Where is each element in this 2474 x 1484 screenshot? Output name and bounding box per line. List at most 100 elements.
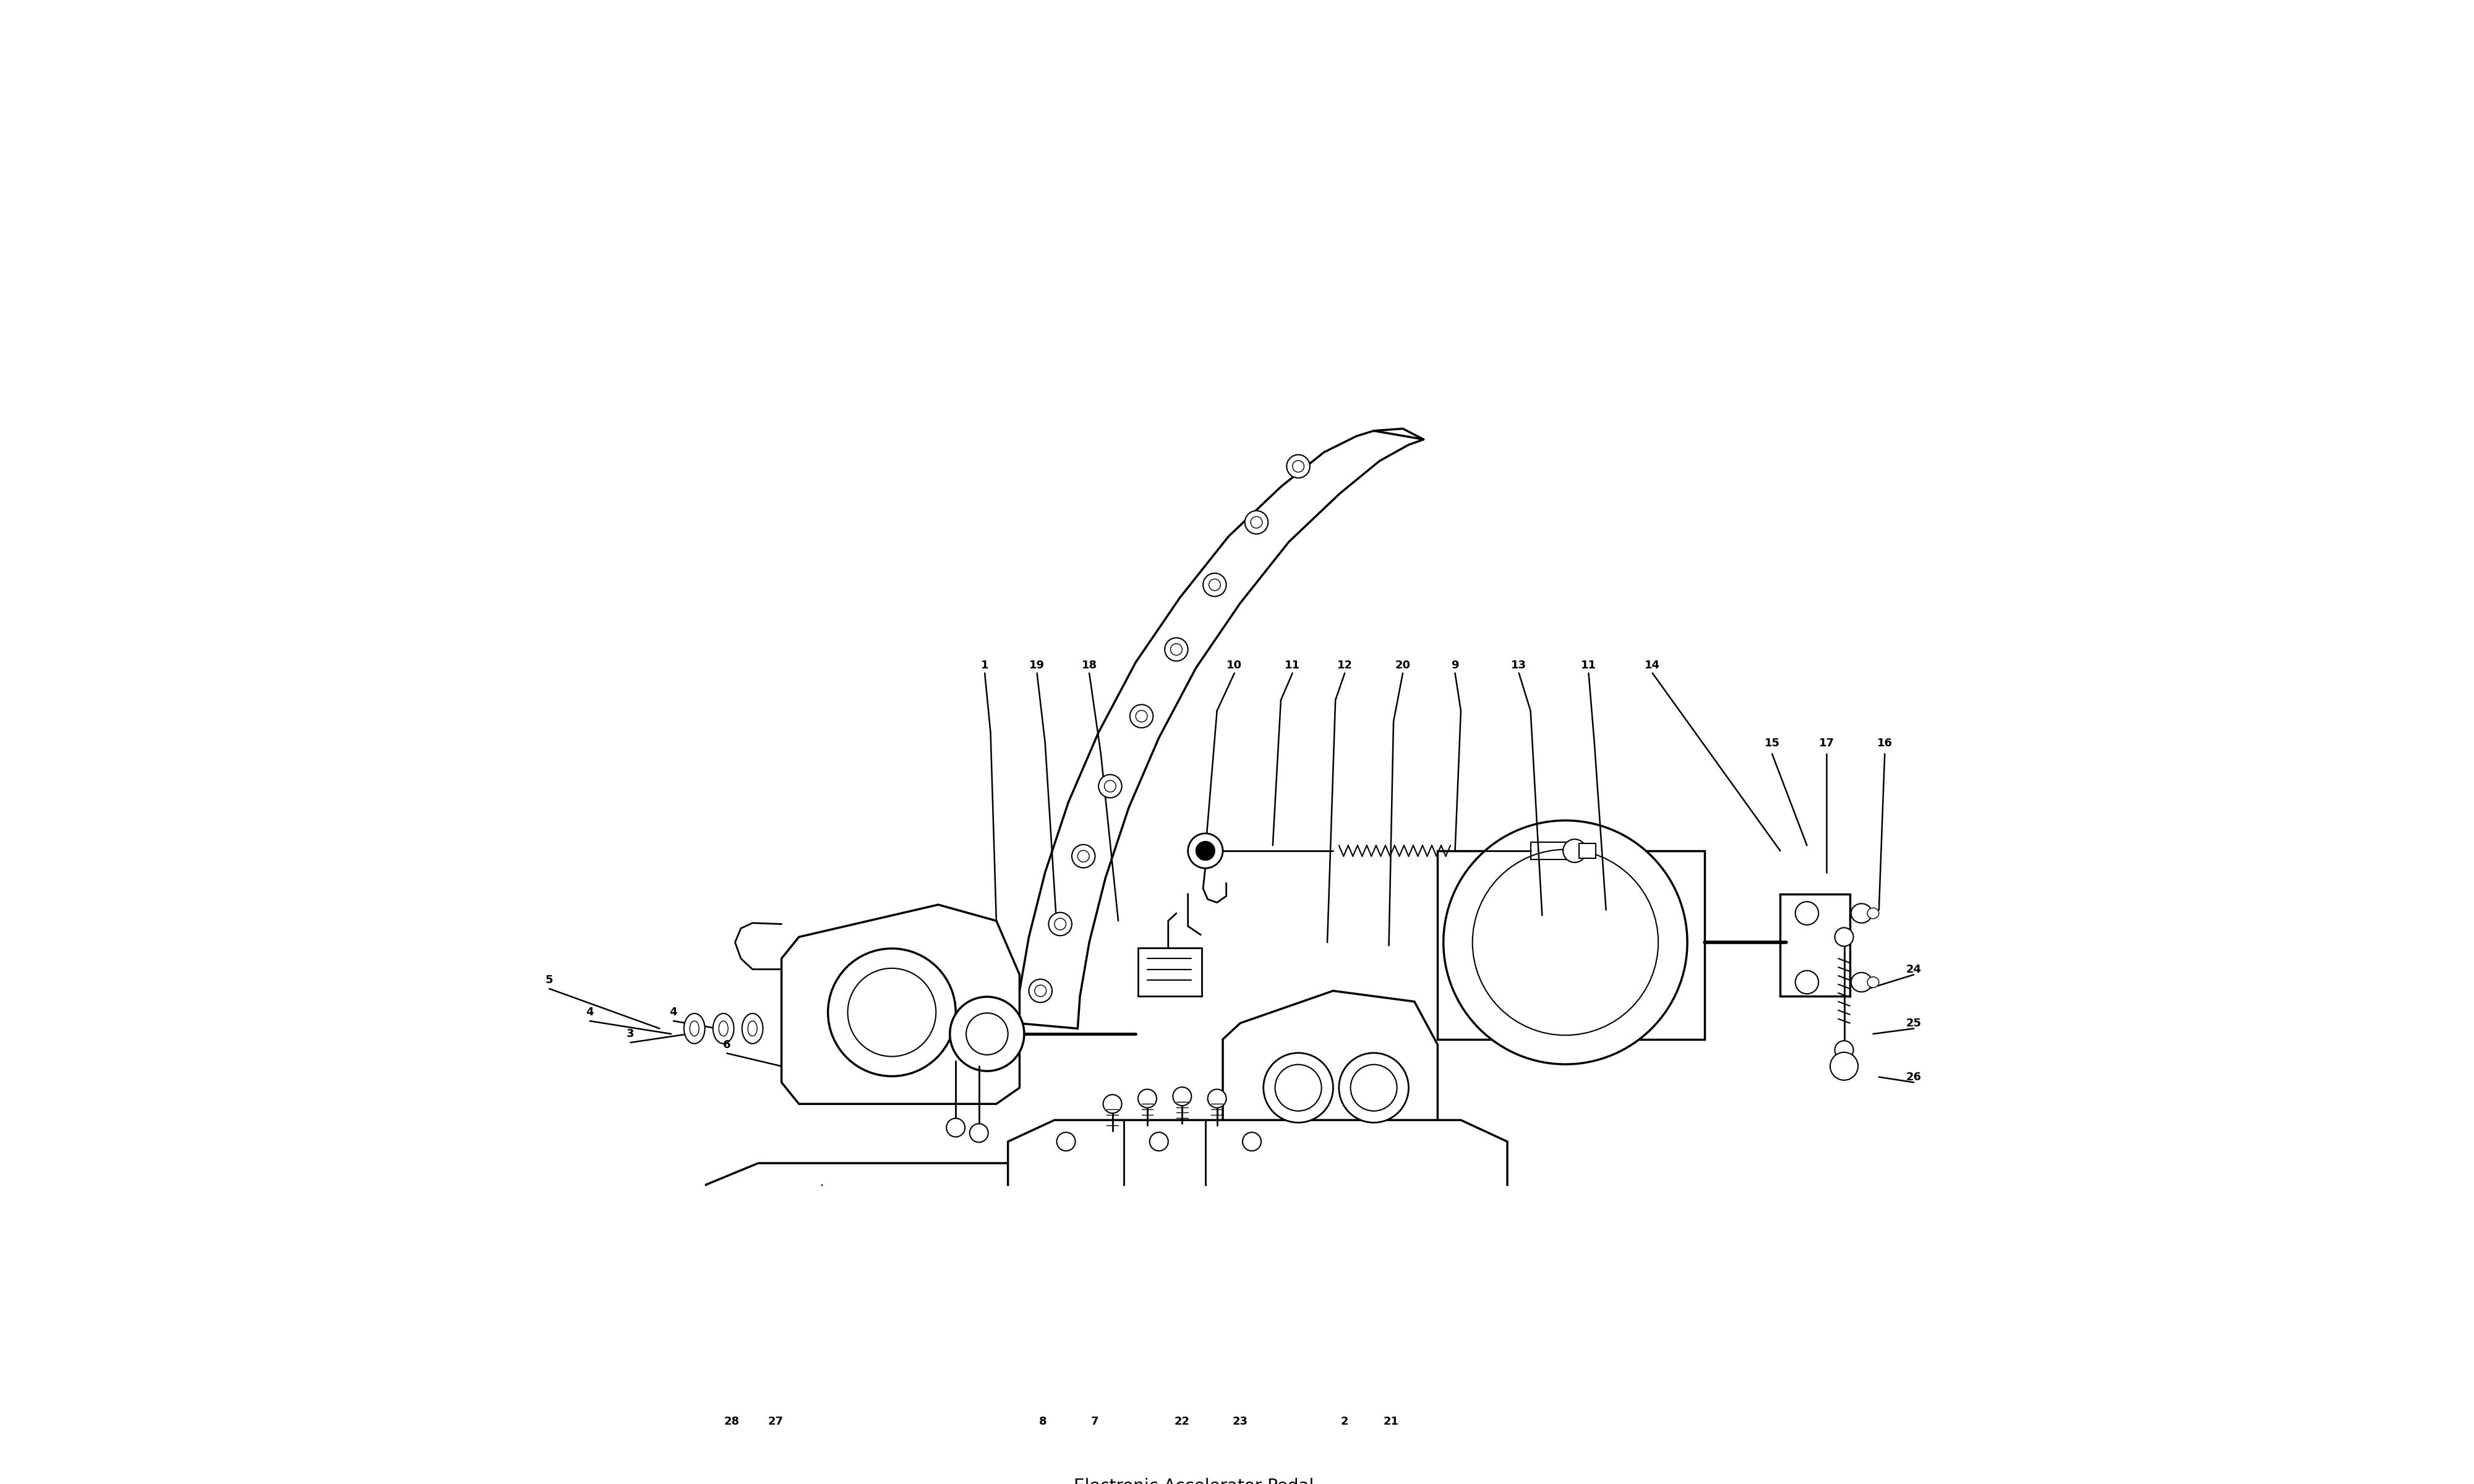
Ellipse shape (1868, 976, 1878, 987)
Circle shape (1034, 985, 1047, 997)
Text: 9: 9 (1452, 660, 1460, 671)
Circle shape (1244, 510, 1269, 534)
Ellipse shape (1851, 904, 1873, 923)
Text: 17: 17 (1818, 738, 1833, 749)
Circle shape (1049, 913, 1071, 936)
Text: 27: 27 (767, 1416, 784, 1428)
Polygon shape (782, 905, 1019, 1104)
Text: 20: 20 (1395, 660, 1410, 671)
Circle shape (1242, 1255, 1262, 1275)
Bar (1578, 843, 1596, 858)
Polygon shape (1222, 991, 1437, 1168)
Circle shape (1071, 844, 1096, 868)
Circle shape (925, 1278, 952, 1306)
Polygon shape (1007, 1120, 1507, 1287)
Text: 13: 13 (1512, 660, 1526, 671)
Circle shape (1252, 516, 1262, 528)
Circle shape (970, 1123, 987, 1143)
Text: 10: 10 (1227, 660, 1242, 671)
Text: 11: 11 (1581, 660, 1596, 671)
Circle shape (1442, 821, 1687, 1064)
Circle shape (1173, 1088, 1192, 1106)
Circle shape (1150, 1132, 1168, 1152)
Text: 3: 3 (626, 1028, 633, 1039)
Circle shape (967, 1014, 1007, 1055)
Text: Electronic Accelerator Pedal: Electronic Accelerator Pedal (1074, 1478, 1314, 1484)
Ellipse shape (713, 1014, 735, 1043)
Circle shape (1150, 1255, 1168, 1275)
Text: 12: 12 (1336, 660, 1353, 671)
Text: 14: 14 (1645, 660, 1660, 671)
Circle shape (1054, 919, 1066, 930)
Circle shape (1207, 1089, 1227, 1109)
Text: 11: 11 (1284, 660, 1301, 671)
Circle shape (1274, 1064, 1321, 1112)
Polygon shape (455, 1336, 549, 1395)
Bar (782, 1244, 873, 1276)
Text: 8: 8 (1039, 1416, 1047, 1428)
Text: 18: 18 (1081, 660, 1096, 671)
Text: 28: 28 (725, 1416, 740, 1428)
Ellipse shape (720, 1021, 727, 1036)
Circle shape (1836, 927, 1853, 947)
Text: 6: 6 (722, 1039, 730, 1051)
Text: 15: 15 (1764, 738, 1779, 749)
Circle shape (1242, 1132, 1262, 1152)
Text: 26: 26 (1905, 1071, 1922, 1082)
Text: 25: 25 (1905, 1018, 1922, 1028)
Ellipse shape (683, 1014, 705, 1043)
Circle shape (1056, 1255, 1076, 1275)
Circle shape (1831, 1052, 1858, 1080)
Circle shape (849, 968, 935, 1057)
Bar (1437, 850, 1705, 1039)
Circle shape (1564, 840, 1586, 862)
Circle shape (1079, 850, 1089, 862)
Ellipse shape (1851, 972, 1873, 991)
Polygon shape (705, 1163, 1390, 1379)
Text: 22: 22 (1175, 1416, 1190, 1428)
Circle shape (1796, 902, 1818, 925)
Circle shape (948, 1119, 965, 1137)
Circle shape (708, 1343, 727, 1361)
Text: 4: 4 (670, 1006, 678, 1018)
Circle shape (1131, 705, 1153, 727)
Text: 5: 5 (544, 975, 554, 985)
Text: 21: 21 (1383, 1416, 1398, 1428)
Text: 16: 16 (1878, 738, 1893, 749)
Circle shape (1056, 1132, 1076, 1152)
Text: 2: 2 (1341, 1416, 1348, 1428)
Bar (1138, 948, 1202, 996)
Circle shape (1291, 460, 1304, 472)
Circle shape (1103, 1095, 1121, 1113)
Ellipse shape (747, 1021, 757, 1036)
Circle shape (1098, 775, 1121, 798)
Circle shape (1138, 1089, 1158, 1109)
Circle shape (1136, 711, 1148, 723)
Circle shape (1170, 644, 1183, 656)
Circle shape (1286, 454, 1309, 478)
Circle shape (1165, 638, 1188, 660)
Bar (1781, 893, 1851, 996)
Circle shape (1351, 1064, 1398, 1112)
Text: 4: 4 (586, 1006, 594, 1018)
Text: 23: 23 (1232, 1416, 1247, 1428)
Circle shape (1195, 841, 1215, 861)
Text: 24: 24 (1905, 963, 1922, 975)
Circle shape (1796, 971, 1818, 994)
Circle shape (1472, 849, 1658, 1036)
Ellipse shape (690, 1021, 700, 1036)
Ellipse shape (1868, 908, 1878, 919)
Circle shape (1202, 573, 1227, 597)
Text: 19: 19 (1029, 660, 1044, 671)
Text: 7: 7 (1091, 1416, 1098, 1428)
Circle shape (1836, 1040, 1853, 1060)
Circle shape (829, 948, 955, 1076)
Polygon shape (1017, 430, 1423, 1028)
Circle shape (1210, 579, 1220, 591)
Circle shape (1188, 834, 1222, 868)
Circle shape (1264, 1054, 1333, 1122)
Circle shape (950, 997, 1024, 1071)
Ellipse shape (742, 1014, 762, 1043)
Circle shape (1029, 979, 1051, 1002)
Circle shape (1103, 781, 1116, 792)
